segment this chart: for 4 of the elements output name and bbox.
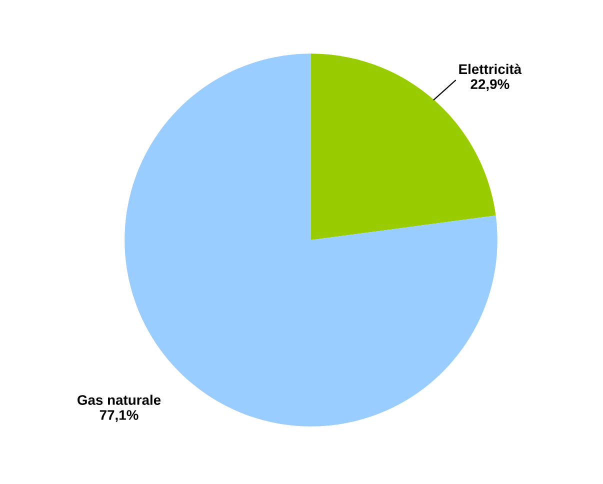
slice-label: Gas naturale <box>78 394 161 405</box>
slice-label: Elettricità <box>459 64 522 74</box>
data-label: 77,1% <box>100 410 138 422</box>
data-label: 22,9% <box>470 79 510 92</box>
